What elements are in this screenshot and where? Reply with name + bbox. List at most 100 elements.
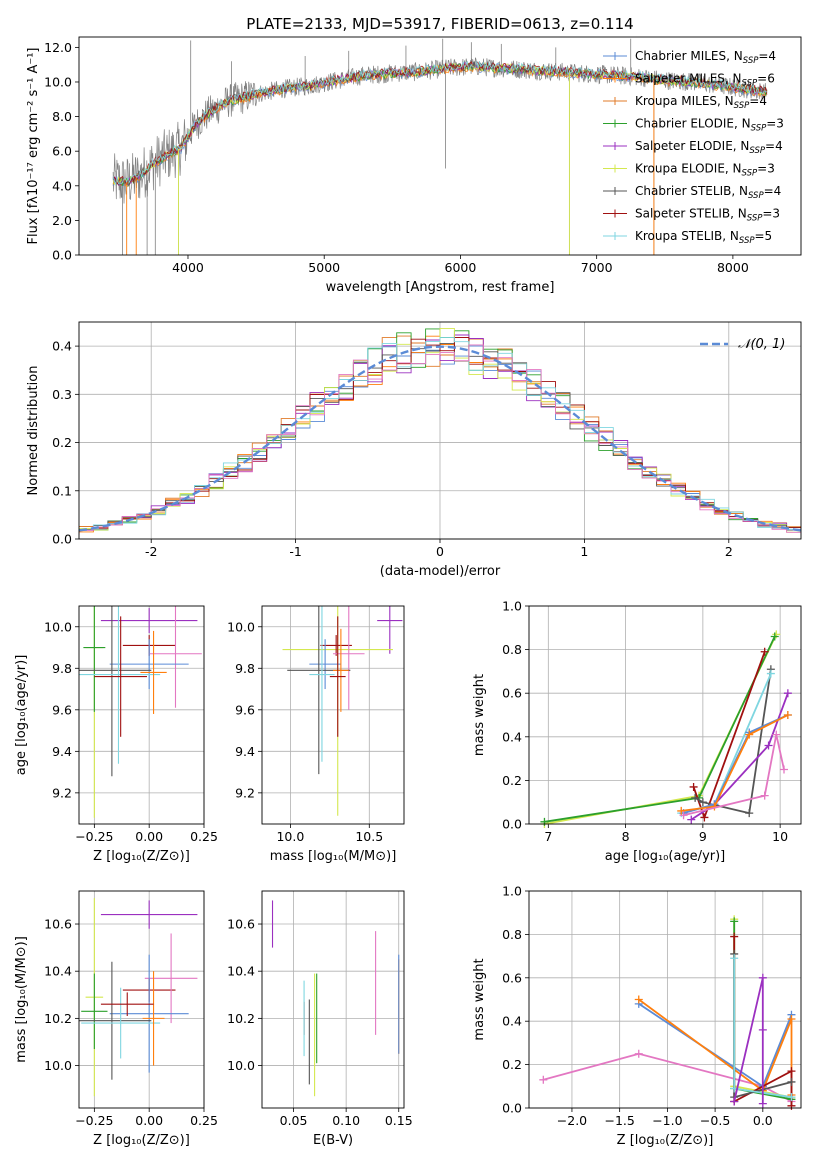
axes-frame (78, 605, 205, 825)
x-tick-label: 10.5 (355, 829, 383, 844)
y-tick-label: 10.2 (44, 1011, 72, 1026)
x-tick-label: 0.25 (190, 829, 218, 844)
weight-point (540, 817, 549, 826)
axes-frame (261, 605, 405, 825)
x-axis-label: Z [log₁₀(Z/Z⊙)] (617, 1133, 714, 1148)
y-tick-label: 0.2 (502, 773, 522, 788)
y-tick-label: 0.6 (502, 686, 522, 701)
legend-sub: SSP (749, 146, 765, 156)
y-axis-label: mass [log₁₀(M/M⊙)] (14, 936, 29, 1063)
weight_vs_Z-panel: −2.0 −1.5 −1.0 −0.5 0.0 0.0 0.2 0.4 0.6 0.8 1.0 Z [… (472, 884, 802, 1148)
y-tick-label: 10.2 (227, 1011, 255, 1026)
y-tick-label: 4.0 (52, 178, 72, 193)
x-tick-label: 1 (580, 544, 588, 559)
legend-entry: Chabrier MILES, NSSP=4 (635, 49, 776, 66)
weight-line-pink (683, 734, 785, 817)
weight-line-chabrier-stelib (694, 669, 772, 815)
legend-sub: SSP (747, 214, 763, 224)
weight-point (634, 995, 643, 1004)
mass_vs_Z-panel: −0.25 0.00 0.25 10.0 10.2 10.4 10.6 Z [log₁₀(Z/… (14, 890, 218, 1148)
legend-tail: =4 (764, 184, 782, 198)
x-axis-label: wavelength [Angstrom, rest frame] (326, 280, 555, 295)
legend-tail: =3 (766, 117, 784, 131)
legend-tail: =4 (749, 94, 767, 108)
y-tick-label: 0.4 (502, 729, 522, 744)
x-axis-label: Z [log₁₀(Z/Z⊙)] (93, 849, 190, 864)
weight-point (745, 730, 754, 739)
y-tick-label: 1.0 (502, 599, 522, 614)
y-tick-label: 10.0 (227, 1058, 255, 1073)
legend-entry: Salpeter MILES, NSSP=6 (635, 72, 775, 89)
legend-entry: Salpeter STELIB, NSSP=3 (635, 207, 780, 224)
y-tick-label: 9.2 (52, 785, 72, 800)
y-axis-label: mass weight (472, 674, 487, 756)
legend-sub: SSP (748, 191, 764, 201)
y-tick-label: 9.6 (235, 702, 255, 717)
legend-text: Chabrier ELODIE, N (635, 117, 751, 131)
x-axis-label: Z [log₁₀(Z/Z⊙)] (93, 1133, 190, 1148)
x-tick-label: -2 (145, 544, 157, 559)
x-tick-label: −0.25 (75, 829, 113, 844)
residual_hist-panel: -2 -1 0 1 2 0.0 0.1 0.2 0.3 0.4 (data-model)/error… (26, 321, 802, 579)
legend-entry: Chabrier STELIB, NSSP=4 (635, 184, 781, 201)
x-tick-label: −2.0 (557, 1113, 587, 1128)
legend-entry: 𝒩(0, 1) (738, 337, 785, 352)
x-tick-label: 8 (622, 829, 630, 844)
x-tick-label: -1 (289, 544, 301, 559)
x-tick-label: 7000 (581, 260, 613, 275)
weight-point (787, 1101, 796, 1110)
legend-entry: Kroupa MILES, NSSP=4 (635, 94, 767, 111)
weight-point (770, 632, 779, 641)
x-tick-label: 4000 (172, 260, 204, 275)
x-tick-label: 10.0 (276, 829, 304, 844)
legend-entry: Kroupa STELIB, NSSP=5 (635, 229, 772, 246)
weight-point (730, 954, 739, 963)
y-tick-label: 0.4 (52, 339, 72, 354)
weight-point (539, 1075, 548, 1084)
y-tick-label: 9.8 (235, 661, 255, 676)
x-tick-label: 7 (544, 829, 552, 844)
y-tick-label: 10.6 (44, 917, 72, 932)
y-tick-label: 1.0 (502, 884, 522, 899)
y-axis-label: mass weight (472, 958, 487, 1040)
weight-point (679, 811, 688, 820)
y-tick-label: 10.4 (227, 964, 255, 979)
legend-sub: SSP (751, 124, 767, 134)
weight-point (698, 798, 707, 807)
weight-line-chabrier-elodie (544, 636, 776, 823)
x-tick-label: 0.00 (135, 1113, 163, 1128)
x-axis-label: (data-model)/error (380, 564, 501, 579)
x-tick-label: 0.10 (332, 1113, 360, 1128)
legend-sub: SSP (743, 56, 759, 66)
weight-line-kroupa-elodie (544, 633, 778, 824)
x-tick-label: 5000 (308, 260, 340, 275)
axes-frame (261, 890, 405, 1109)
weight-point (783, 689, 792, 698)
weight-line-salpeter-elodie (733, 977, 764, 1104)
y-tick-label: 10.0 (44, 1058, 72, 1073)
x-tick-label: 0.25 (190, 1113, 218, 1128)
legend-tail: =5 (755, 229, 773, 243)
x-tick-label: 9 (699, 829, 707, 844)
legend-tail: =6 (757, 72, 775, 86)
y-tick-label: 0.6 (502, 970, 522, 985)
weight-point (783, 711, 792, 719)
legend-text: Chabrier MILES, N (635, 49, 743, 63)
weight-point (745, 809, 754, 818)
axes-frame (78, 36, 802, 256)
weight-point (677, 806, 686, 815)
mass_vs_EBV-panel: 0.05 0.10 0.15 10.0 10.2 10.4 10.6 E(B-V) (227, 890, 413, 1148)
legend-text: Salpeter STELIB, N (635, 207, 747, 221)
x-tick-label: 8000 (717, 260, 749, 275)
weight-point (730, 932, 739, 941)
weight-point (730, 1097, 739, 1106)
x-tick-label: 0.05 (280, 1113, 308, 1128)
weight-point (787, 1077, 796, 1086)
legend-sub: SSP (742, 169, 758, 179)
weight_vs_age-panel: 7 8 9 10 0.0 0.2 0.4 0.6 0.8 1.0 age [log₁₀(age/yr… (472, 599, 802, 864)
legend-text: Kroupa ELODIE, N (635, 162, 742, 176)
weight-point (758, 1099, 767, 1108)
y-tick-label: 12.0 (44, 40, 72, 55)
y-axis-label: age [log₁₀(age/yr)] (14, 655, 29, 776)
